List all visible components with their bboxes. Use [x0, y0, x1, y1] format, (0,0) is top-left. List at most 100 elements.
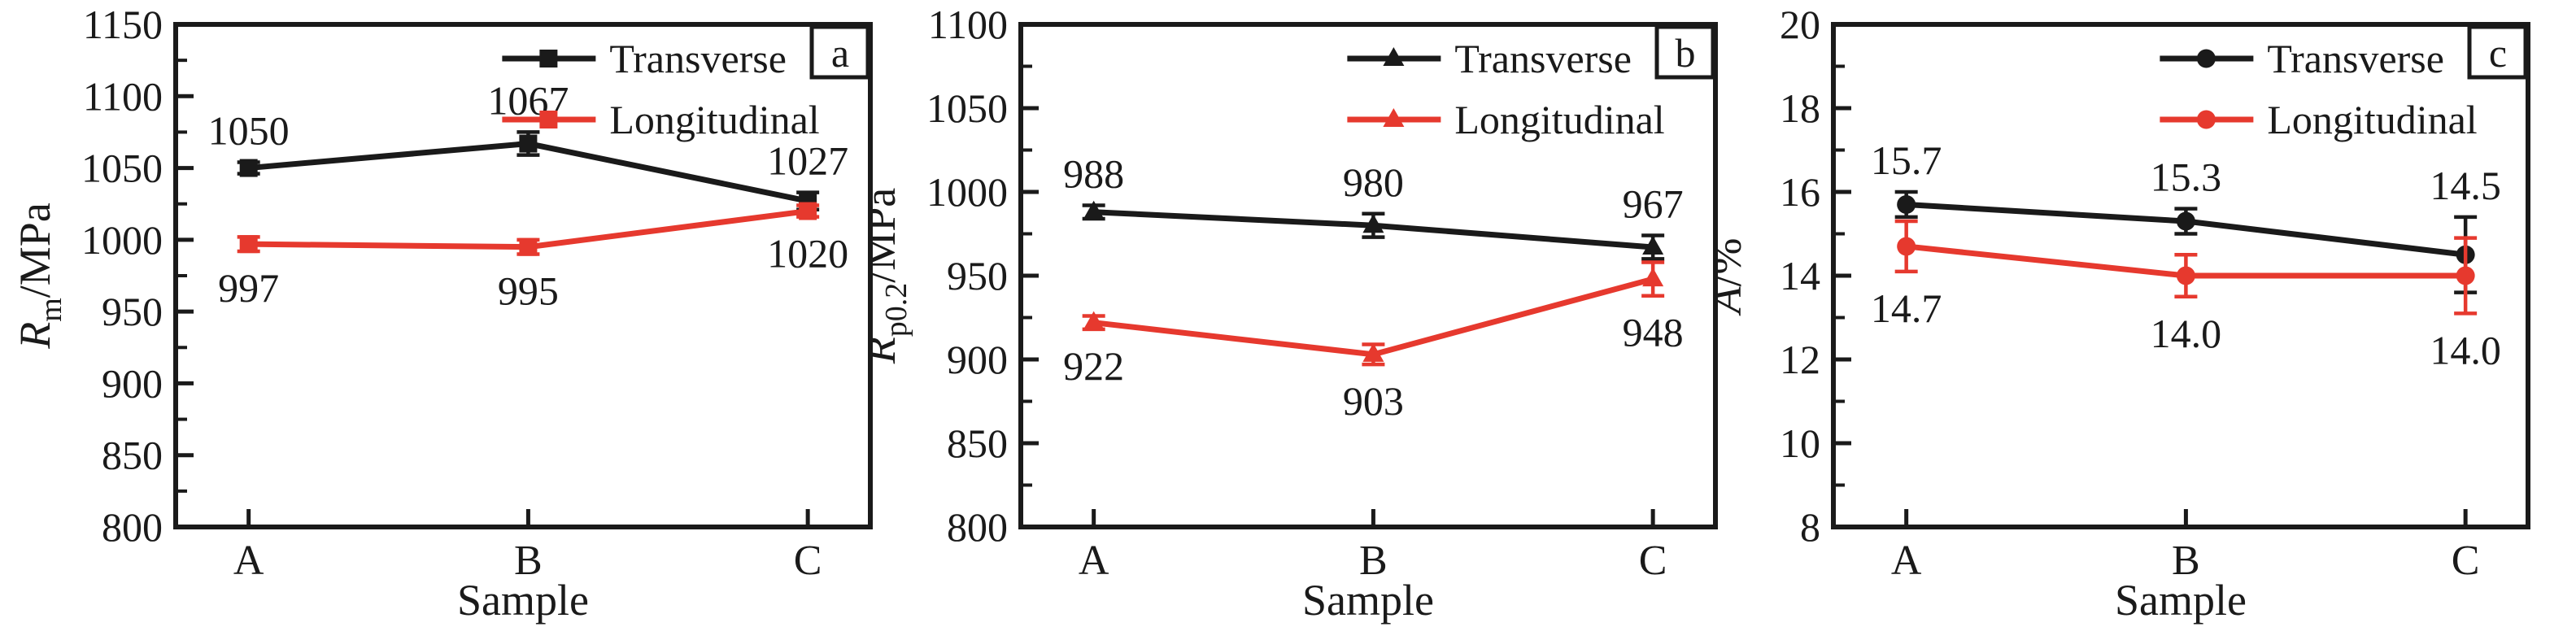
y-tick-label: 900 — [947, 337, 1008, 382]
y-tick-label: 1100 — [928, 2, 1008, 47]
panel-letter-box: a — [809, 24, 870, 80]
y-tick-label: 1050 — [81, 146, 163, 191]
panel-a: 800 850 900 950 1000 1050 1100 1150 A B C Sample Rm/… — [0, 0, 887, 627]
y-tick-label: 12 — [1780, 337, 1820, 382]
legend-label: Longitudinal — [1454, 97, 1664, 142]
point-label: 14.0 — [2430, 327, 2501, 372]
x-tick-label: A — [233, 538, 264, 584]
y-axis-title-symbol: R — [11, 322, 59, 350]
point-label: 15.7 — [1871, 137, 1942, 183]
x-tick-label: C — [794, 538, 822, 584]
legend: Transverse Longitudinal — [502, 36, 820, 142]
point-label: 14.5 — [2430, 163, 2501, 208]
legend-label: Transverse — [2267, 36, 2444, 81]
data-point-marker — [1642, 268, 1664, 287]
legend-label: Transverse — [1454, 36, 1632, 81]
series-longitudinal: 922 903 948 — [1063, 260, 1684, 424]
point-label: 903 — [1343, 378, 1404, 424]
x-tick-label: C — [1639, 538, 1667, 584]
y-axis-title-unit: /MPa — [870, 188, 904, 283]
legend-marker — [539, 111, 558, 128]
plot-border — [173, 22, 873, 529]
legend-entry-longitudinal: Longitudinal — [502, 97, 820, 142]
y-axis-title: A/% — [1716, 238, 1750, 316]
data-point-marker — [1897, 237, 1916, 256]
point-label: 967 — [1623, 181, 1684, 227]
legend-entry-longitudinal: Longitudinal — [1347, 97, 1665, 142]
y-axis-title: Rp0.2/MPa — [870, 188, 913, 365]
legend-marker — [2196, 49, 2216, 68]
panel-letter-frame — [809, 24, 870, 80]
y-axis-title-symbol: A — [1716, 286, 1750, 316]
x-axis-title: Sample — [457, 576, 589, 625]
data-point-marker — [519, 237, 538, 256]
legend: Transverse Longitudinal — [2160, 36, 2478, 142]
legend-label: Longitudinal — [609, 97, 819, 142]
legend-marker — [1383, 47, 1405, 66]
panel-letter: c — [2489, 30, 2507, 76]
y-tick-label: 1150 — [83, 2, 163, 47]
x-tick-label: B — [1359, 538, 1388, 584]
panel-letter: a — [831, 30, 849, 76]
y-tick-label: 950 — [947, 253, 1008, 298]
y-axis: 8 10 12 14 16 18 20 — [1780, 2, 1851, 550]
y-tick-label: 18 — [1780, 85, 1820, 131]
point-label: 988 — [1063, 150, 1124, 196]
data-point-marker — [1083, 200, 1105, 220]
panel-letter-frame — [1654, 24, 1715, 80]
data-point-marker — [1642, 235, 1664, 255]
y-axis: 800 850 900 950 1000 1050 1100 — [926, 2, 1039, 550]
x-axis: A B C — [233, 509, 822, 584]
y-tick-label: 8 — [1800, 504, 1820, 550]
plot-border — [1018, 22, 1718, 529]
point-label: 1050 — [208, 108, 290, 154]
y-axis: 800 850 900 950 1000 1050 1100 1150 — [81, 2, 194, 550]
x-tick-label: B — [2172, 538, 2200, 584]
data-point-marker — [2176, 266, 2195, 285]
y-tick-label: 1000 — [926, 169, 1008, 215]
data-point-marker — [799, 202, 817, 220]
point-label: 14.0 — [2151, 311, 2222, 356]
y-tick-label: 20 — [1780, 2, 1820, 47]
y-axis-title-subscript: m — [34, 298, 68, 322]
data-point-marker — [239, 235, 258, 254]
x-axis-title: Sample — [2115, 576, 2247, 625]
data-point-marker — [1897, 194, 1916, 214]
y-axis-title-symbol: R — [870, 337, 904, 364]
x-axis-title: Sample — [1302, 576, 1434, 625]
y-axis-title-subscript: p0.2 — [879, 283, 913, 337]
legend-marker — [2196, 110, 2216, 129]
series-transverse: 988 980 967 — [1063, 150, 1684, 261]
point-label: 995 — [498, 268, 559, 314]
data-point-marker — [1362, 342, 1384, 362]
chart-panel-a: 800 850 900 950 1000 1050 1100 1150 A B C Sample Rm/… — [11, 2, 873, 625]
panel-c: 8101214161820ABCSampleA/%15.715.314.514.… — [1716, 0, 2576, 627]
chart-panel-c: 8101214161820ABCSampleA/%15.715.314.514.… — [1716, 2, 2530, 625]
panel-b: 800 850 900 950 1000 1050 1100 A B C Sample Rp0.2/M… — [870, 0, 1733, 627]
data-point-marker — [1083, 311, 1105, 330]
data-point-marker — [2176, 211, 2195, 231]
panel-letter-box: b — [1654, 24, 1715, 80]
data-point-marker — [1362, 214, 1384, 233]
y-tick-label: 1100 — [83, 73, 163, 119]
y-tick-label: 16 — [1780, 169, 1820, 215]
y-axis-title-unit: /% — [1716, 238, 1750, 287]
legend-entry-transverse: Transverse — [502, 36, 787, 81]
y-tick-label: 850 — [102, 433, 163, 478]
y-tick-label: 850 — [947, 420, 1008, 466]
panel-letter-box: c — [2467, 24, 2528, 80]
data-point-marker — [519, 134, 538, 153]
series-longitudinal: 14.7 14.0 14.0 — [1871, 219, 2501, 372]
plot-border — [1831, 22, 2530, 529]
point-label: 1020 — [767, 231, 848, 276]
y-tick-label: 800 — [102, 504, 163, 550]
x-tick-label: A — [1079, 538, 1109, 584]
legend-label: Longitudinal — [2267, 97, 2477, 142]
point-label: 922 — [1063, 343, 1124, 389]
legend-entry-transverse: Transverse — [1347, 36, 1632, 81]
y-tick-label: 14 — [1780, 253, 1820, 298]
point-label: 948 — [1623, 310, 1684, 355]
legend-label: Transverse — [609, 36, 787, 81]
